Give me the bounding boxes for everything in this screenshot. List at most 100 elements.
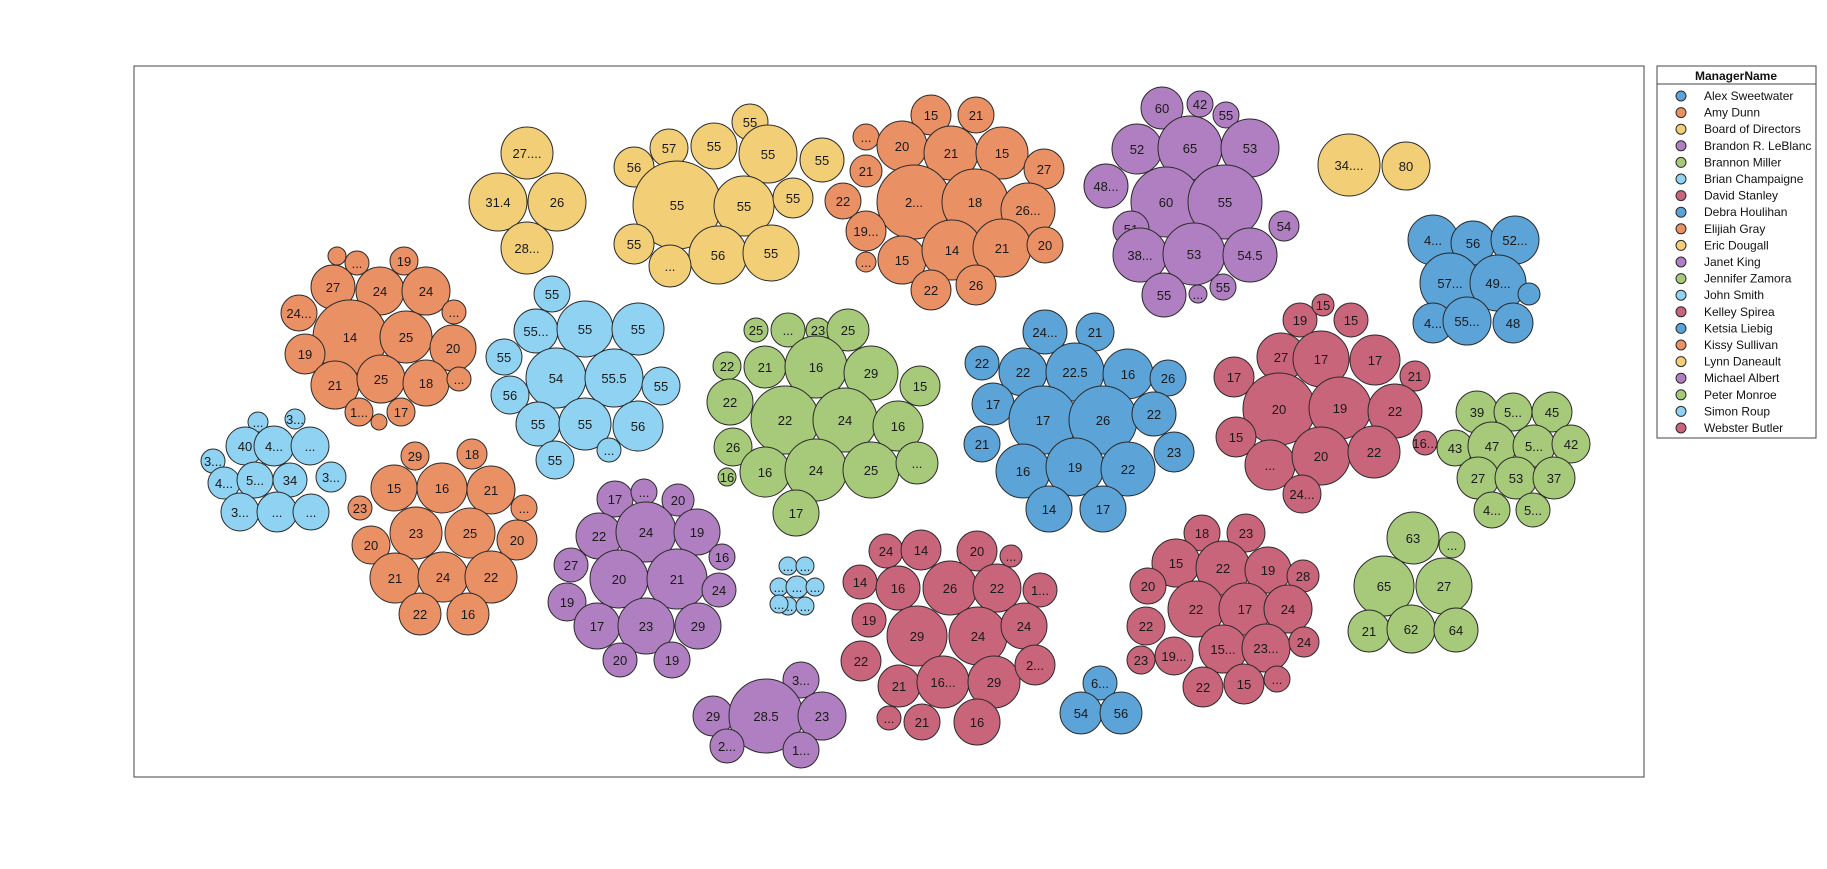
bubble[interactable]	[1333, 302, 1369, 338]
bubble[interactable]	[957, 96, 995, 134]
bubble[interactable]	[1412, 430, 1438, 456]
bubble[interactable]	[1268, 210, 1300, 242]
bubble[interactable]	[1473, 491, 1511, 529]
bubble[interactable]	[708, 543, 736, 571]
bubble[interactable]	[500, 221, 554, 275]
legend-item-kissy-sullivan[interactable]: Kissy Sullivan	[1675, 338, 1778, 352]
bubble[interactable]	[826, 308, 870, 352]
bubble[interactable]	[849, 154, 883, 188]
bubble[interactable]	[701, 572, 737, 608]
legend-item-brandon-r-leblanc[interactable]: Brandon R. LeBlanc	[1675, 139, 1811, 153]
bubble[interactable]	[653, 641, 691, 679]
bubble[interactable]	[1442, 296, 1492, 346]
legend-item-board-of-directors[interactable]: Board of Directors	[1675, 122, 1801, 136]
bubble[interactable]	[717, 467, 737, 487]
bubble[interactable]	[1531, 391, 1573, 433]
bubble[interactable]	[876, 705, 902, 731]
bubble[interactable]	[772, 177, 814, 219]
bubble[interactable]	[972, 563, 1022, 613]
bubble[interactable]	[1140, 86, 1184, 130]
bubble[interactable]	[389, 506, 443, 560]
bubble[interactable]	[709, 728, 745, 764]
bubble[interactable]	[706, 378, 754, 426]
bubble[interactable]	[464, 550, 518, 604]
bubble[interactable]	[584, 348, 644, 408]
bubble[interactable]	[315, 461, 347, 493]
bubble[interactable]	[1532, 456, 1576, 500]
bubble[interactable]	[641, 366, 681, 406]
bubble[interactable]	[975, 126, 1029, 180]
bubble[interactable]	[955, 264, 997, 306]
legend-item-janet-king[interactable]: Janet King	[1675, 255, 1761, 269]
bubble[interactable]	[613, 223, 655, 265]
bubble[interactable]	[386, 397, 416, 427]
bubble[interactable]	[401, 266, 451, 316]
bubble[interactable]	[446, 366, 472, 392]
legend-item-debra-houlihan[interactable]: Debra Houlihan	[1675, 205, 1787, 219]
legend-item-brannon-miller[interactable]: Brannon Miller	[1675, 155, 1781, 169]
bubble[interactable]	[1154, 636, 1194, 676]
bubble[interactable]	[824, 182, 862, 220]
bubble[interactable]	[900, 529, 942, 571]
bubble[interactable]	[1222, 227, 1278, 283]
bubble[interactable]	[1223, 663, 1265, 705]
bubble[interactable]	[553, 547, 589, 583]
legend-item-lynn-daneault[interactable]: Lynn Daneault	[1675, 355, 1782, 369]
bubble[interactable]	[770, 312, 806, 348]
bubble[interactable]	[1014, 644, 1056, 686]
bubble[interactable]	[284, 408, 306, 430]
bubble[interactable]	[351, 525, 391, 565]
bubble[interactable]	[611, 302, 665, 356]
bubble[interactable]	[444, 507, 496, 559]
bubble[interactable]	[496, 519, 538, 561]
bubble[interactable]	[1129, 567, 1167, 605]
bubble[interactable]	[485, 338, 523, 376]
bubble[interactable]	[284, 333, 326, 375]
bubble[interactable]	[1082, 665, 1118, 701]
bubble[interactable]	[963, 425, 1001, 463]
bubble[interactable]	[558, 397, 612, 451]
bubble[interactable]	[795, 596, 815, 616]
bubble[interactable]	[795, 556, 815, 576]
bubble[interactable]	[886, 605, 948, 667]
bubble[interactable]	[1381, 141, 1431, 191]
bubble[interactable]	[1433, 607, 1479, 653]
legend-item-alex-sweetwater[interactable]: Alex Sweetwater	[1675, 89, 1793, 103]
bubble[interactable]	[292, 493, 330, 531]
legend-item-john-smith[interactable]: John Smith	[1675, 288, 1764, 302]
bubble[interactable]	[769, 594, 789, 614]
bubble[interactable]	[843, 345, 899, 401]
bubble[interactable]	[1282, 302, 1318, 338]
legend-item-eric-dougall[interactable]: Eric Dougall	[1675, 238, 1769, 252]
bubble[interactable]	[1399, 360, 1431, 392]
bubble[interactable]	[797, 691, 847, 741]
bubble[interactable]	[602, 642, 638, 678]
legend-item-ketsia-liebig[interactable]: Ketsia Liebig	[1675, 321, 1773, 335]
bubble[interactable]	[1083, 163, 1129, 209]
bubble[interactable]	[1209, 273, 1237, 301]
bubble[interactable]	[772, 489, 820, 537]
legend-item-elijiah-gray[interactable]: Elijiah Gray	[1675, 222, 1765, 236]
bubble[interactable]	[910, 269, 952, 311]
bubble[interactable]	[953, 698, 1001, 746]
bubble[interactable]	[533, 275, 571, 313]
bubble[interactable]	[1126, 645, 1156, 675]
bubble[interactable]	[344, 397, 374, 427]
bubble[interactable]	[872, 400, 924, 452]
bubble[interactable]	[379, 310, 433, 364]
bubble[interactable]	[855, 251, 877, 273]
bubble[interactable]	[875, 565, 921, 611]
bubble[interactable]	[370, 413, 388, 431]
legend-item-michael-albert[interactable]: Michael Albert	[1675, 371, 1780, 385]
bubble[interactable]	[441, 299, 467, 325]
bubble[interactable]	[1026, 226, 1064, 264]
bubble[interactable]	[1187, 164, 1263, 240]
bubble[interactable]	[468, 172, 528, 232]
bubble[interactable]	[1131, 391, 1177, 437]
bubble[interactable]	[466, 465, 516, 515]
bubble[interactable]	[1317, 133, 1381, 197]
bubble[interactable]	[851, 602, 887, 638]
bubble[interactable]	[617, 597, 675, 655]
bubble[interactable]	[1311, 293, 1335, 317]
legend-item-simon-roup[interactable]: Simon Roup	[1675, 404, 1770, 418]
